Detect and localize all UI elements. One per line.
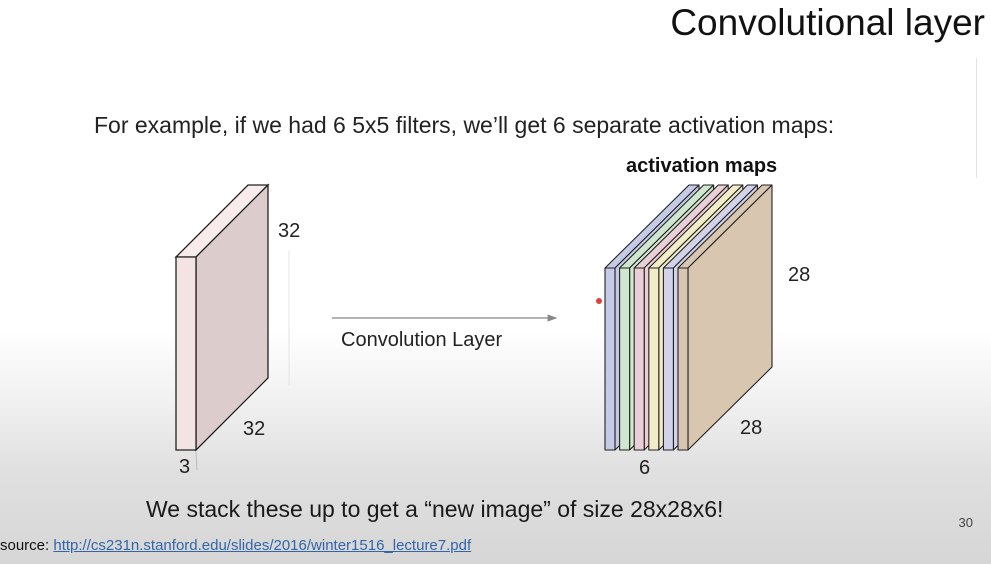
activation-map-6 — [677, 184, 773, 451]
activation-map-6-front — [677, 267, 689, 451]
source-line: source: http://cs231n.stanford.edu/slide… — [0, 537, 471, 554]
page-number: 30 — [958, 515, 973, 530]
output-height-label: 28 — [788, 264, 810, 286]
activation-maps-title: activation maps — [626, 155, 777, 177]
convolution-layer-label: Convolution Layer — [341, 329, 503, 351]
output-depth-label: 6 — [639, 457, 650, 479]
activation-map-1-front — [604, 267, 616, 451]
source-link[interactable]: http://cs231n.stanford.edu/slides/2016/w… — [53, 537, 472, 554]
activation-map-4-front — [648, 267, 660, 451]
activation-map-3-front — [633, 267, 645, 451]
slide-title: Convolutional layer — [670, 2, 985, 43]
slide-footer: We stack these up to get a “new image” o… — [146, 496, 724, 522]
input-height-label: 32 — [278, 220, 300, 242]
input-depth-label: 3 — [179, 456, 190, 478]
slide-subtitle: For example, if we had 6 5x5 filters, we… — [94, 112, 835, 138]
input-volume — [174, 183, 290, 471]
source-prefix: source: — [0, 537, 54, 554]
activation-maps-stack — [604, 184, 773, 451]
input-width-label: 32 — [243, 418, 265, 440]
pointer-dot — [596, 298, 602, 304]
output-width-label: 28 — [740, 417, 762, 439]
activation-map-5-front — [662, 267, 674, 451]
page-edge-marker — [976, 58, 991, 178]
activation-map-2-front — [619, 267, 631, 451]
input-volume-side-face — [195, 183, 269, 452]
input-volume-front-face — [175, 256, 197, 451]
